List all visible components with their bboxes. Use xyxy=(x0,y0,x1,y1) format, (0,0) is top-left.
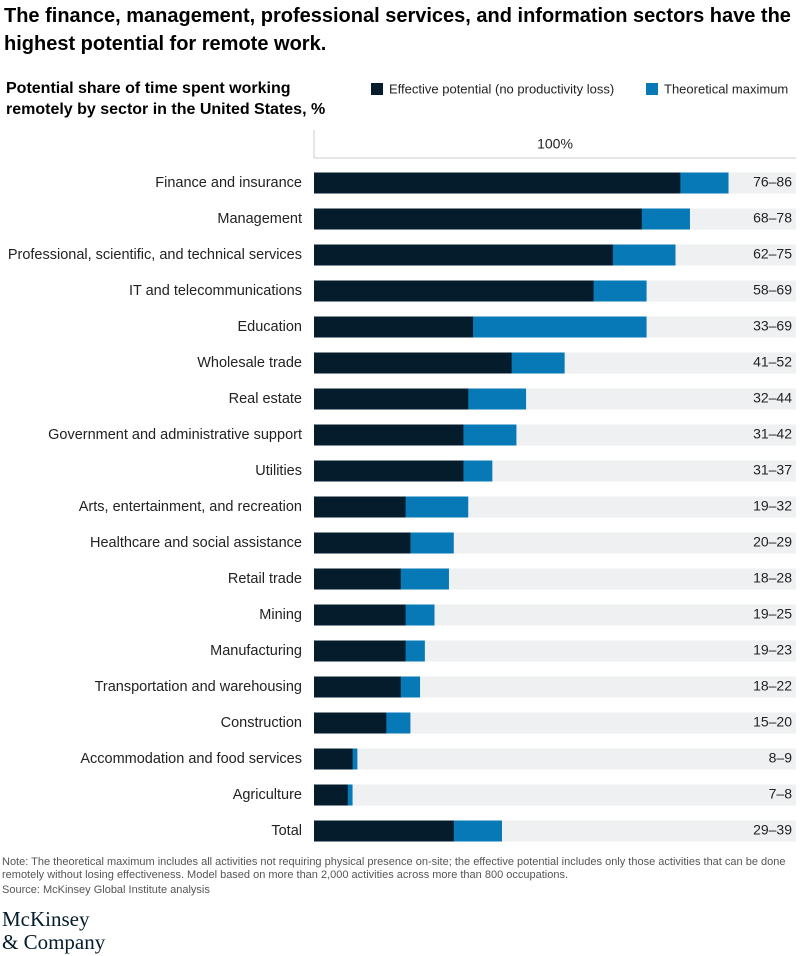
y-tick-label: Healthcare and social assistance xyxy=(90,535,302,551)
background-bar xyxy=(314,640,796,662)
value-label: 62–75 xyxy=(753,246,792,262)
y-tick-label: Total xyxy=(271,823,302,839)
chart: Effective potential (no productivity los… xyxy=(8,81,796,842)
y-tick-label: Finance and insurance xyxy=(155,175,302,191)
value-label: 18–28 xyxy=(753,570,792,586)
bar xyxy=(314,568,401,590)
bar xyxy=(314,424,464,446)
y-tick-label: Manufacturing xyxy=(210,643,302,659)
y-tick-label: Government and administrative support xyxy=(48,427,302,443)
y-tick-label: Construction xyxy=(221,715,302,731)
value-label: 31–42 xyxy=(753,426,792,442)
y-tick-label: Transportation and warehousing xyxy=(95,679,302,695)
y-tick-label: Management xyxy=(217,211,302,227)
y-tick-label: Education xyxy=(238,319,303,335)
background-bar xyxy=(314,712,796,734)
background-bar xyxy=(314,748,796,770)
chart-title: The finance, management, professional se… xyxy=(4,5,791,55)
logo: McKinsey & Company xyxy=(2,908,105,954)
value-label: 33–69 xyxy=(753,318,792,334)
y-tick-label: Agriculture xyxy=(233,787,302,803)
y-tick-label: IT and telecommunications xyxy=(129,283,302,299)
value-label: 76–86 xyxy=(753,174,792,190)
value-label: 68–78 xyxy=(753,210,792,226)
value-label: 19–25 xyxy=(753,606,792,622)
logo-line: & Company xyxy=(2,930,106,954)
value-label: 58–69 xyxy=(753,282,792,298)
bar xyxy=(314,532,411,554)
bar xyxy=(314,388,469,410)
legend-label: Theoretical maximum xyxy=(664,81,788,96)
y-tick-label: Arts, entertainment, and recreation xyxy=(79,499,302,515)
y-tick-label: Accommodation and food services xyxy=(80,751,302,767)
bar xyxy=(314,784,348,806)
value-label: 19–32 xyxy=(753,498,792,514)
source: Source: McKinsey Global Institute analys… xyxy=(2,884,210,896)
bar xyxy=(314,172,681,194)
value-label: 31–37 xyxy=(753,462,792,478)
note: Note: The theoretical maximum includes a… xyxy=(2,856,786,881)
x-tick-label: 100% xyxy=(537,136,573,152)
bar xyxy=(314,352,512,374)
bar xyxy=(314,496,406,518)
y-tick-label: Utilities xyxy=(255,463,302,479)
value-label: 20–29 xyxy=(753,534,792,550)
bar xyxy=(314,460,464,482)
bar xyxy=(314,280,594,302)
value-label: 7–8 xyxy=(769,786,793,802)
chart-subtitle: Potential share of time spent working re… xyxy=(6,80,326,118)
bar xyxy=(314,712,387,734)
bar xyxy=(314,820,454,842)
background-bar xyxy=(314,784,796,806)
bar xyxy=(314,316,474,338)
y-tick-label: Professional, scientific, and technical … xyxy=(8,247,302,263)
bar xyxy=(314,604,406,626)
bar xyxy=(314,676,401,698)
bar xyxy=(314,640,406,662)
background-bar xyxy=(314,676,796,698)
bar xyxy=(314,208,642,230)
value-label: 32–44 xyxy=(753,390,792,406)
bar xyxy=(314,748,353,770)
y-tick-label: Real estate xyxy=(229,391,302,407)
y-tick-label: Mining xyxy=(259,607,302,623)
legend-swatch xyxy=(646,83,658,95)
value-label: 29–39 xyxy=(753,822,792,838)
legend-label: Effective potential (no productivity los… xyxy=(389,81,614,96)
y-tick-label: Wholesale trade xyxy=(197,355,302,371)
value-label: 15–20 xyxy=(753,714,792,730)
y-tick-label: Retail trade xyxy=(228,571,302,587)
bar xyxy=(314,244,613,266)
value-label: 41–52 xyxy=(753,354,792,370)
value-label: 18–22 xyxy=(753,678,792,694)
value-label: 8–9 xyxy=(769,750,793,766)
legend-swatch xyxy=(371,83,383,95)
logo-line: McKinsey xyxy=(2,907,90,931)
value-label: 19–23 xyxy=(753,642,792,658)
